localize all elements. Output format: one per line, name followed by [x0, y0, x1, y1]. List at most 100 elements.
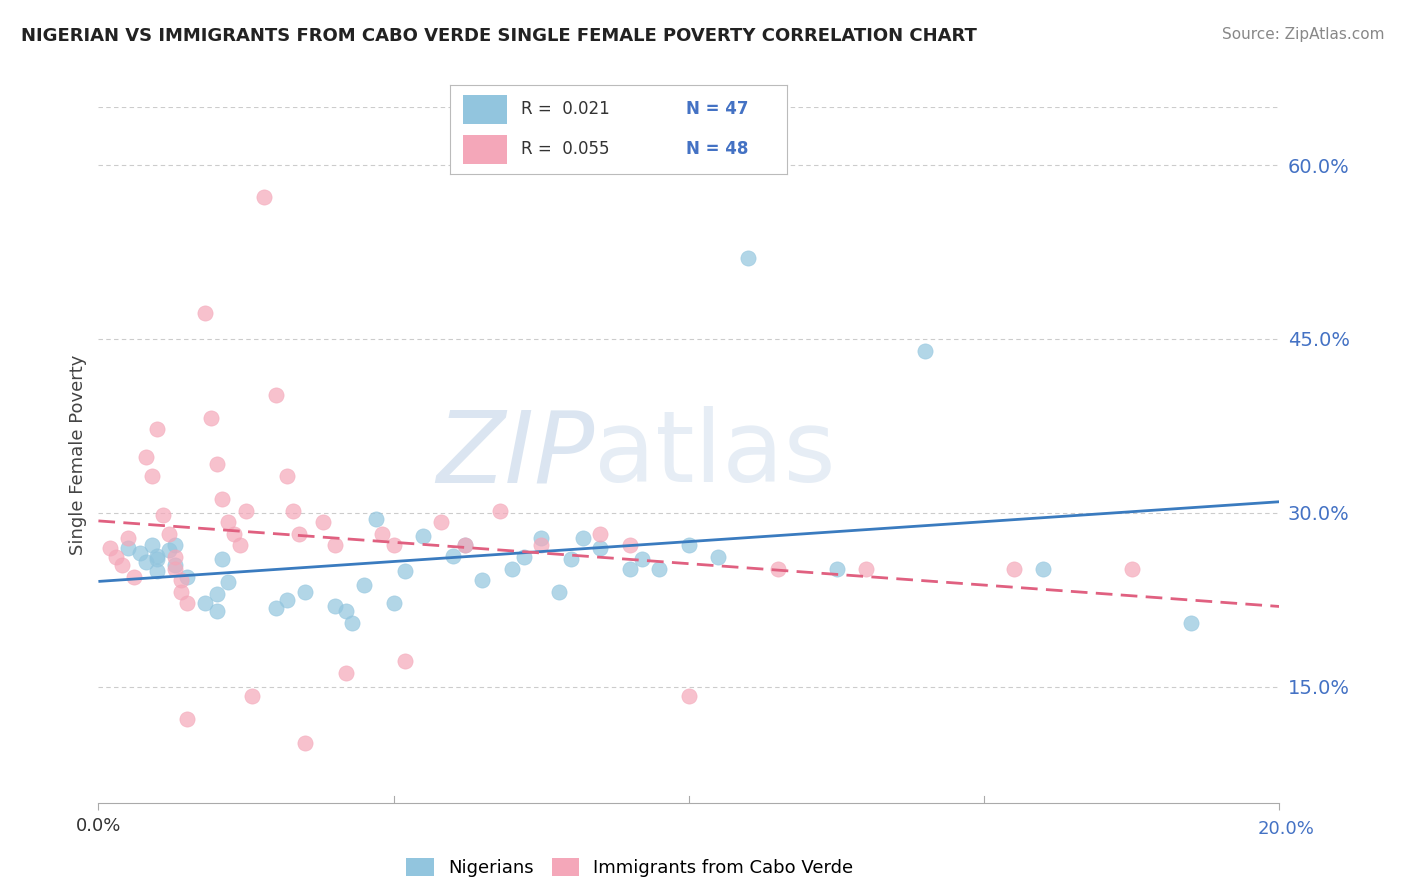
Point: [235, 503, 257, 517]
Point: [648, 561, 671, 575]
Point: [165, 561, 187, 575]
Text: 0.0%: 0.0%: [76, 817, 121, 835]
Point: [914, 343, 936, 358]
Point: [170, 584, 193, 599]
Point: [394, 564, 416, 578]
Point: [453, 538, 475, 552]
Point: [855, 561, 877, 575]
Point: [335, 605, 357, 619]
Text: N = 47: N = 47: [686, 100, 748, 119]
Point: [441, 549, 464, 563]
Point: [371, 526, 394, 541]
Point: [283, 503, 305, 517]
Point: [253, 190, 276, 204]
Point: [157, 543, 180, 558]
Point: [211, 491, 233, 506]
Point: [170, 573, 193, 587]
Point: [766, 561, 789, 575]
Text: atlas: atlas: [595, 407, 837, 503]
Point: [146, 564, 169, 578]
Point: [619, 538, 641, 552]
Point: [530, 538, 553, 552]
Point: [453, 538, 475, 552]
Point: [105, 549, 128, 564]
Point: [825, 561, 848, 575]
Point: [678, 538, 700, 552]
Point: [342, 615, 364, 630]
Point: [165, 538, 187, 552]
Point: [571, 532, 593, 546]
Point: [176, 712, 198, 726]
Point: [678, 689, 700, 703]
Point: [589, 541, 612, 555]
Point: [146, 552, 169, 566]
Point: [217, 515, 239, 529]
Bar: [464, 135, 508, 164]
Point: [264, 601, 287, 615]
Point: [501, 561, 523, 575]
Point: [205, 605, 228, 619]
Point: [430, 515, 453, 529]
Point: [382, 538, 405, 552]
Point: [146, 549, 169, 563]
Point: [264, 387, 287, 401]
Text: ZIP: ZIP: [436, 407, 595, 503]
Point: [141, 468, 163, 483]
Point: [589, 526, 612, 541]
Point: [128, 546, 150, 561]
Point: [135, 555, 157, 569]
Point: [157, 526, 180, 541]
Point: [1180, 615, 1202, 630]
Point: [489, 503, 512, 517]
Point: [1002, 561, 1025, 575]
Point: [152, 508, 174, 523]
Point: [382, 596, 405, 610]
Point: [276, 592, 298, 607]
Point: [1121, 561, 1143, 575]
Point: [165, 558, 187, 573]
Point: [141, 538, 163, 552]
Text: R =  0.021: R = 0.021: [520, 100, 610, 119]
Point: [135, 450, 157, 465]
Legend: Nigerians, Immigrants from Cabo Verde: Nigerians, Immigrants from Cabo Verde: [399, 850, 860, 884]
Point: [217, 575, 239, 590]
Bar: [464, 95, 508, 124]
Point: [294, 735, 316, 749]
Point: [194, 596, 217, 610]
Point: [323, 538, 346, 552]
Point: [707, 549, 730, 564]
Text: 20.0%: 20.0%: [1258, 820, 1315, 838]
Point: [122, 570, 145, 584]
Point: [737, 251, 759, 265]
Point: [276, 468, 298, 483]
Text: NIGERIAN VS IMMIGRANTS FROM CABO VERDE SINGLE FEMALE POVERTY CORRELATION CHART: NIGERIAN VS IMMIGRANTS FROM CABO VERDE S…: [21, 27, 977, 45]
Point: [412, 529, 434, 543]
Point: [98, 541, 121, 555]
Point: [512, 549, 534, 564]
Point: [364, 511, 387, 525]
Y-axis label: Single Female Poverty: Single Female Poverty: [69, 355, 87, 555]
Point: [176, 570, 198, 584]
Text: R =  0.055: R = 0.055: [520, 140, 609, 159]
Text: Source: ZipAtlas.com: Source: ZipAtlas.com: [1222, 27, 1385, 42]
Point: [146, 422, 169, 436]
Point: [394, 654, 416, 668]
Point: [194, 306, 217, 320]
Point: [229, 538, 252, 552]
Point: [111, 558, 134, 573]
Point: [224, 526, 246, 541]
Point: [117, 541, 139, 555]
Point: [323, 599, 346, 613]
Point: [630, 552, 652, 566]
Point: [117, 532, 139, 546]
Point: [560, 552, 582, 566]
Text: N = 48: N = 48: [686, 140, 748, 159]
Point: [548, 584, 571, 599]
Point: [200, 410, 222, 425]
Point: [294, 584, 316, 599]
Point: [205, 587, 228, 601]
Point: [335, 665, 357, 680]
Point: [312, 515, 335, 529]
Point: [165, 549, 187, 564]
Point: [176, 596, 198, 610]
